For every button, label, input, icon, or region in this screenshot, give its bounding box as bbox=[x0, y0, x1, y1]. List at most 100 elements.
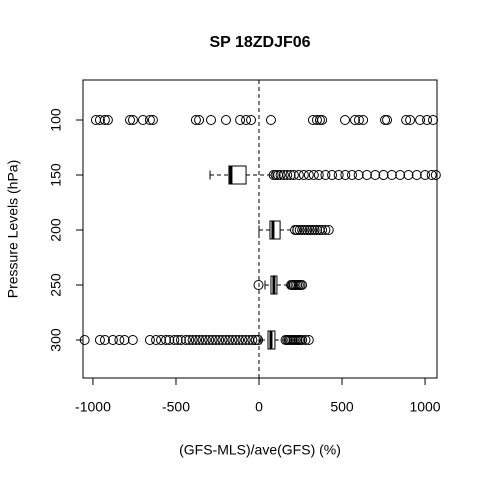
outlier bbox=[285, 170, 296, 180]
outlier bbox=[349, 115, 360, 125]
outlier bbox=[147, 115, 158, 125]
outlier bbox=[420, 170, 431, 180]
outlier bbox=[428, 115, 439, 125]
outlier bbox=[309, 225, 320, 235]
outlier bbox=[169, 335, 180, 345]
outlier bbox=[353, 170, 364, 180]
outlier bbox=[137, 115, 148, 125]
outlier bbox=[94, 115, 105, 125]
outlier bbox=[323, 225, 334, 235]
outlier bbox=[353, 115, 364, 125]
outlier bbox=[403, 170, 414, 180]
outlier bbox=[197, 335, 208, 345]
outlier bbox=[224, 335, 235, 345]
outlier bbox=[124, 115, 135, 125]
outlier bbox=[94, 335, 105, 345]
outlier bbox=[308, 170, 319, 180]
outlier bbox=[127, 115, 138, 125]
outlier bbox=[401, 115, 412, 125]
outlier bbox=[235, 115, 246, 125]
outlier bbox=[340, 115, 351, 125]
outlier bbox=[240, 335, 251, 345]
outlier bbox=[422, 115, 433, 125]
outlier bbox=[386, 170, 397, 180]
outlier bbox=[300, 335, 311, 345]
outlier bbox=[144, 335, 155, 345]
outlier bbox=[241, 115, 252, 125]
y-tick-label: 250 bbox=[48, 273, 64, 297]
outlier bbox=[184, 335, 195, 345]
outlier bbox=[317, 115, 328, 125]
outlier bbox=[175, 335, 186, 345]
x-axis-label: (GFS-MLS)/ave(GFS) (%) bbox=[179, 442, 341, 458]
outlier bbox=[187, 335, 198, 345]
outlier bbox=[270, 170, 281, 180]
outlier bbox=[220, 335, 231, 345]
outlier bbox=[102, 115, 113, 125]
outlier bbox=[180, 335, 191, 345]
outlier bbox=[206, 115, 217, 125]
outlier bbox=[320, 170, 331, 180]
plot-frame bbox=[82, 79, 438, 379]
outlier bbox=[119, 335, 130, 345]
outlier bbox=[303, 335, 314, 345]
outlier bbox=[99, 115, 110, 125]
outlier bbox=[313, 170, 324, 180]
outlier bbox=[151, 335, 162, 345]
outlier bbox=[278, 170, 289, 180]
outlier bbox=[320, 225, 331, 235]
outlier bbox=[292, 225, 303, 235]
outlier bbox=[210, 335, 221, 345]
outlier bbox=[297, 225, 308, 235]
y-tick-label: 150 bbox=[48, 163, 64, 187]
x-tick-label: -1000 bbox=[75, 399, 111, 415]
outlier bbox=[164, 335, 175, 345]
chart-title: SP 18ZDJF06 bbox=[209, 34, 310, 51]
outlier bbox=[79, 335, 90, 345]
outlier bbox=[297, 280, 308, 290]
outlier bbox=[194, 115, 205, 125]
outlier bbox=[415, 115, 426, 125]
outlier bbox=[333, 170, 344, 180]
outlier bbox=[190, 335, 201, 345]
x-tick-label: 0 bbox=[255, 399, 263, 415]
outlier bbox=[282, 170, 293, 180]
x-tick-label: 500 bbox=[330, 399, 354, 415]
outlier bbox=[293, 170, 304, 180]
outlier bbox=[230, 335, 241, 345]
outlier bbox=[234, 335, 245, 345]
outlier bbox=[99, 335, 110, 345]
outlier bbox=[156, 335, 167, 345]
outlier bbox=[327, 170, 338, 180]
outlier bbox=[107, 335, 118, 345]
outlier bbox=[294, 225, 305, 235]
box bbox=[228, 165, 247, 185]
outlier bbox=[346, 170, 357, 180]
outlier bbox=[214, 335, 225, 345]
outlier bbox=[288, 170, 299, 180]
outlier bbox=[317, 225, 328, 235]
outlier bbox=[299, 225, 310, 235]
outlier bbox=[246, 115, 257, 125]
x-tick-label: 1000 bbox=[409, 399, 440, 415]
outlier bbox=[204, 335, 215, 345]
outlier bbox=[370, 170, 381, 180]
outlier bbox=[275, 170, 286, 180]
outlier bbox=[200, 335, 211, 345]
outlier bbox=[114, 335, 125, 345]
outlier bbox=[411, 170, 422, 180]
y-tick-label: 100 bbox=[48, 108, 64, 132]
outlier bbox=[247, 335, 258, 345]
outlier bbox=[161, 335, 172, 345]
outlier bbox=[426, 170, 437, 180]
outlier bbox=[297, 335, 308, 345]
outlier bbox=[382, 115, 393, 125]
outlier bbox=[227, 335, 238, 345]
outlier bbox=[307, 225, 318, 235]
y-tick-label: 300 bbox=[48, 328, 64, 352]
outlier bbox=[127, 335, 138, 345]
outlier bbox=[253, 335, 264, 345]
outlier bbox=[358, 115, 369, 125]
